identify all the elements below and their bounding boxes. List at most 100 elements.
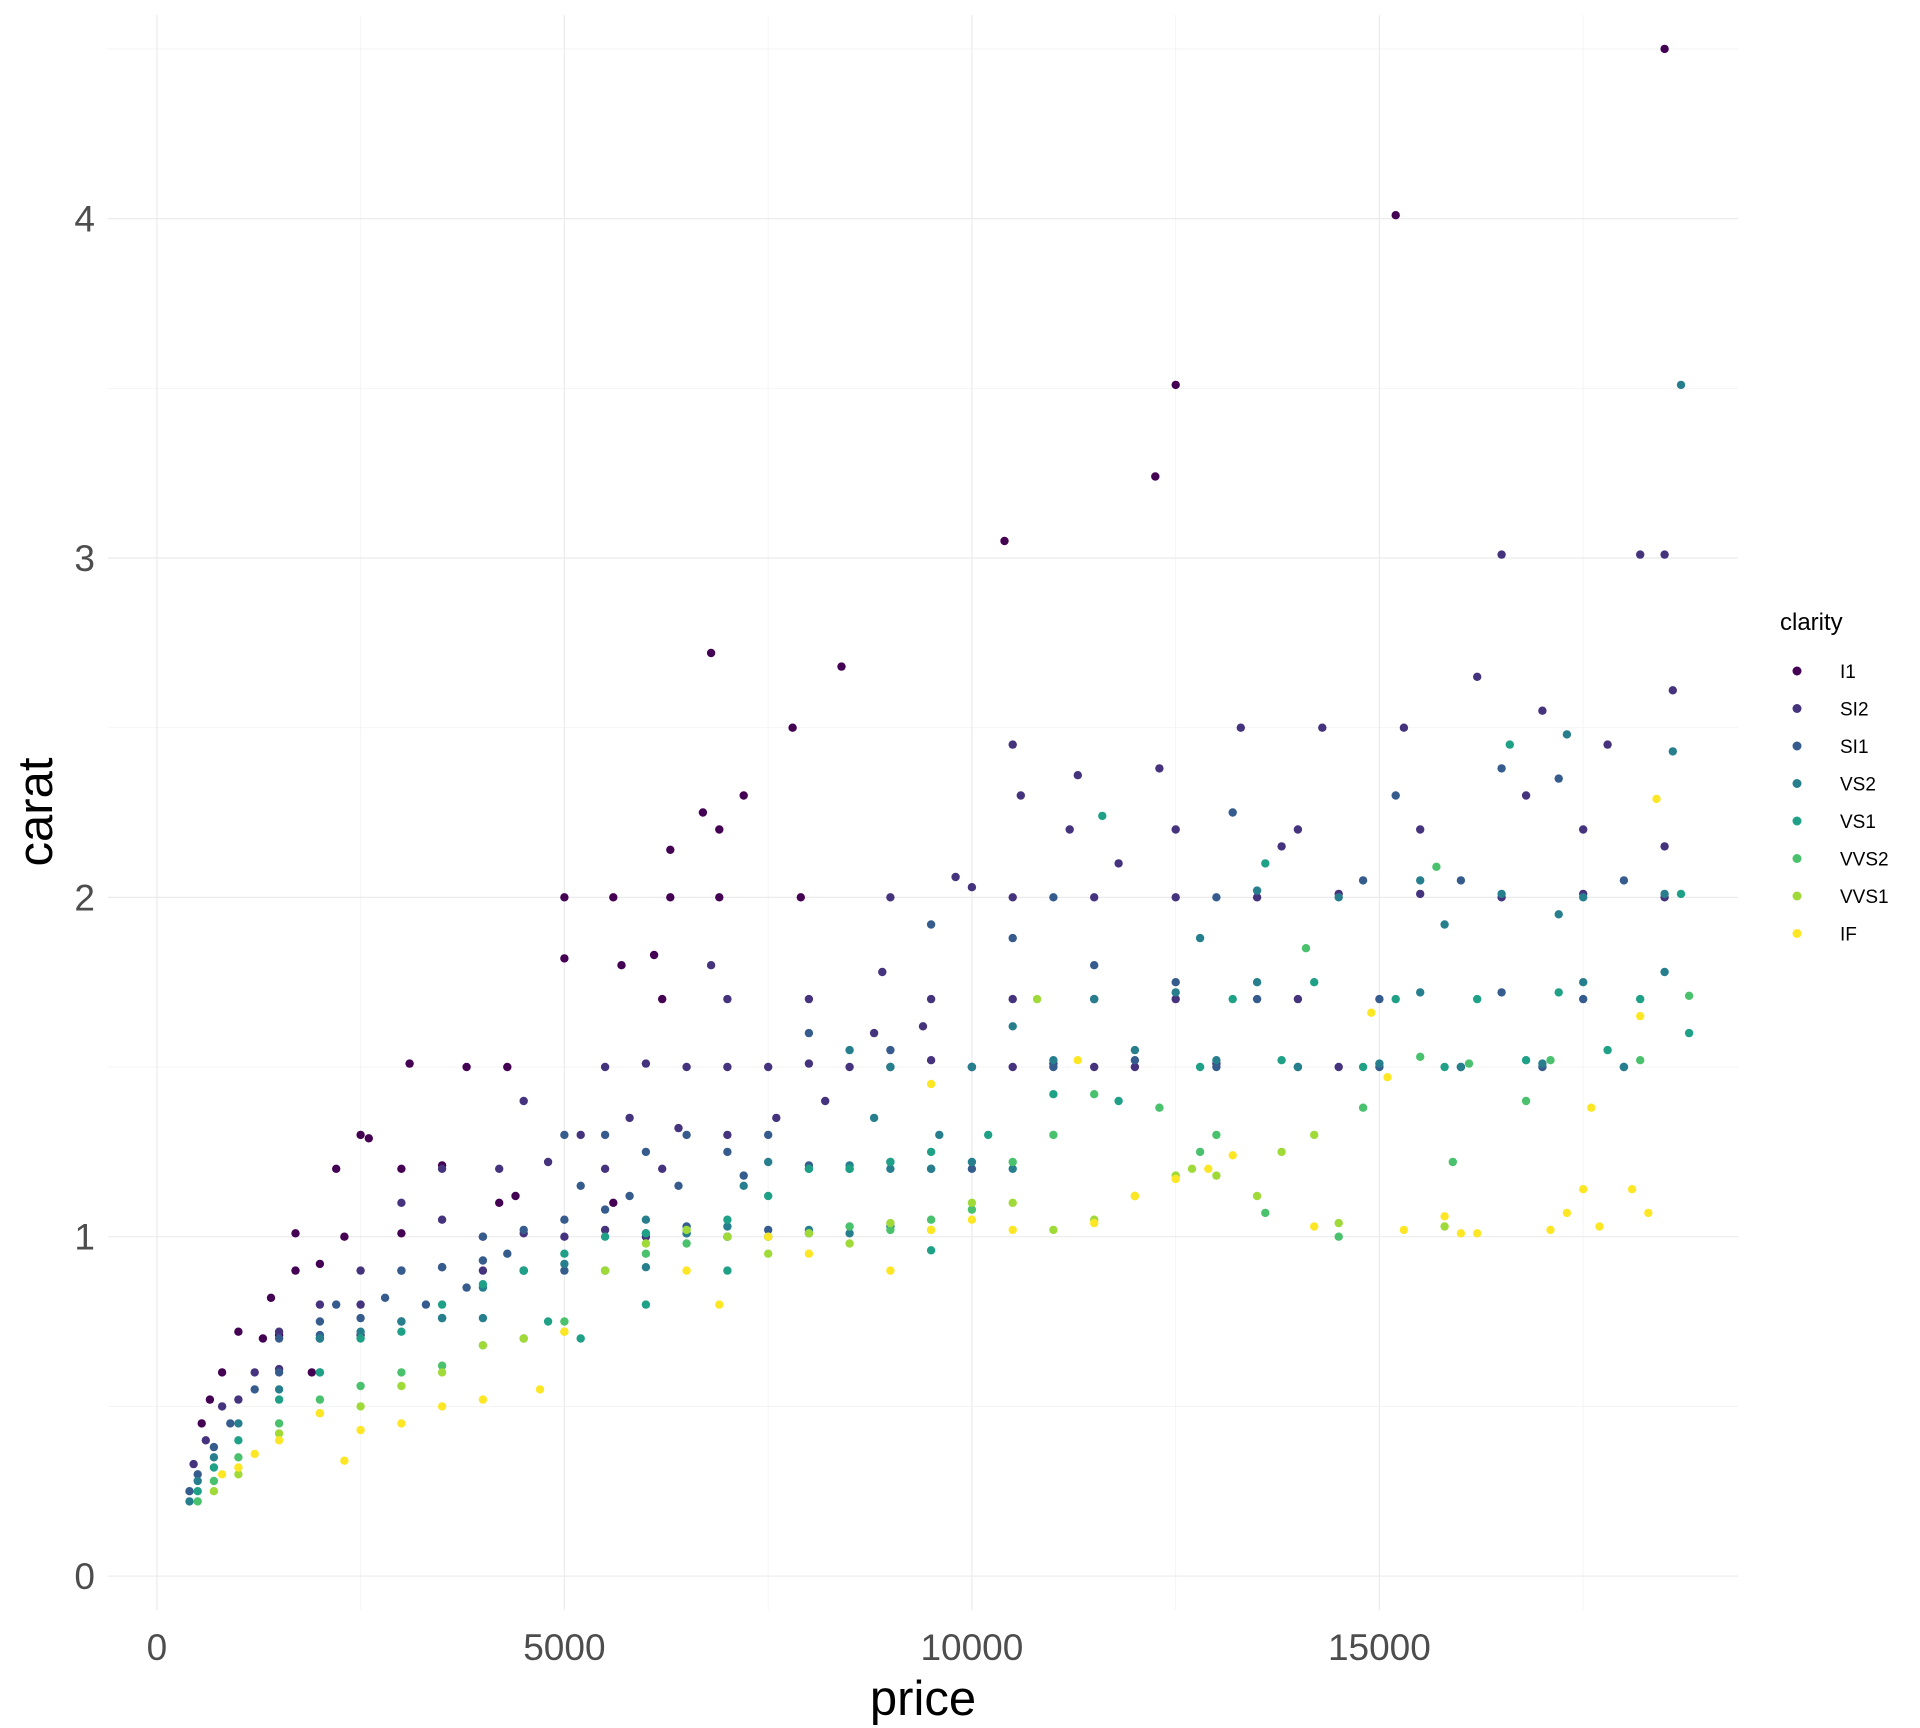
data-point	[332, 1300, 341, 1309]
data-point	[397, 1368, 406, 1377]
data-point	[234, 1436, 243, 1445]
data-point	[1391, 211, 1400, 220]
data-point	[1155, 764, 1164, 773]
data-point	[217, 1470, 227, 1479]
y-tick-label: 0	[74, 1556, 95, 1597]
data-point	[291, 1266, 300, 1275]
data-point	[682, 1239, 691, 1248]
data-point	[340, 1232, 349, 1241]
data-point	[209, 1487, 219, 1496]
data-point	[764, 1249, 773, 1258]
data-point	[519, 1225, 528, 1235]
legend-item-vs2: VS2	[1792, 775, 1876, 796]
data-point	[886, 893, 895, 902]
data-point	[1416, 1052, 1425, 1062]
data-point	[560, 1266, 569, 1275]
legend-label: I1	[1840, 662, 1856, 683]
data-point	[478, 1280, 488, 1289]
legend-swatch	[1792, 666, 1802, 676]
data-point	[641, 1249, 651, 1258]
data-point	[967, 1062, 977, 1072]
data-point	[609, 893, 618, 902]
data-point	[315, 1317, 325, 1326]
data-point	[1334, 1062, 1343, 1072]
data-point	[715, 893, 724, 902]
data-point	[356, 1130, 365, 1140]
data-point	[723, 1266, 732, 1275]
data-point	[356, 1381, 365, 1391]
data-point	[1644, 1208, 1653, 1218]
legend-label: VVS1	[1840, 887, 1889, 908]
data-point	[1554, 910, 1563, 919]
data-point	[1090, 994, 1099, 1004]
data-point	[1000, 536, 1009, 546]
data-point	[1008, 1225, 1017, 1235]
data-point	[1375, 1059, 1384, 1068]
series-vs1	[193, 740, 1694, 1496]
series-vvs2	[193, 862, 1694, 1506]
data-point	[1497, 889, 1506, 899]
data-point	[600, 1164, 610, 1174]
data-point	[1375, 994, 1384, 1004]
data-point	[926, 1079, 936, 1089]
data-point	[723, 994, 732, 1004]
data-point	[397, 1198, 406, 1208]
data-point	[437, 1215, 447, 1224]
data-point	[1636, 1056, 1645, 1065]
data-point	[189, 1459, 198, 1469]
data-point	[1204, 1164, 1213, 1174]
data-point	[437, 1164, 447, 1174]
data-point	[1521, 1056, 1531, 1065]
data-point	[967, 1205, 977, 1214]
data-point	[666, 893, 675, 902]
data-point	[234, 1327, 243, 1336]
data-point	[1456, 1062, 1466, 1072]
data-point	[739, 1171, 748, 1180]
data-point	[209, 1463, 219, 1472]
data-point	[1636, 550, 1645, 559]
data-point	[1464, 1059, 1474, 1068]
data-point	[576, 1181, 585, 1191]
data-point	[1652, 794, 1661, 804]
data-point	[1505, 740, 1515, 749]
data-point	[682, 1062, 691, 1072]
data-point	[315, 1334, 325, 1343]
data-point	[1358, 876, 1368, 885]
data-point	[217, 1402, 227, 1411]
y-tick-label: 2	[74, 877, 95, 918]
data-point	[1008, 1164, 1017, 1174]
data-point	[1008, 1022, 1017, 1031]
data-point	[1668, 747, 1678, 756]
data-point	[1538, 1059, 1547, 1068]
data-point	[723, 1130, 732, 1140]
legend-item-si2: SI2	[1792, 700, 1869, 721]
series-vvs1	[209, 994, 1449, 1496]
data-point	[274, 1327, 284, 1336]
data-point	[274, 1334, 284, 1343]
data-point	[951, 872, 960, 882]
data-point	[560, 1232, 569, 1241]
data-point	[478, 1266, 488, 1275]
data-point	[804, 1059, 814, 1068]
data-point	[234, 1395, 243, 1404]
data-point	[397, 1419, 406, 1428]
data-point	[1595, 1222, 1604, 1231]
data-point	[1073, 1056, 1083, 1065]
data-point	[397, 1317, 406, 1326]
data-point	[462, 1062, 471, 1072]
data-point	[764, 1157, 773, 1167]
data-point	[226, 1419, 235, 1428]
data-point	[437, 1368, 447, 1377]
data-point	[1261, 859, 1270, 868]
data-point	[649, 950, 659, 960]
data-point	[1212, 1056, 1221, 1065]
data-point	[1171, 978, 1180, 987]
data-point	[1293, 994, 1303, 1004]
data-point	[1277, 842, 1286, 851]
data-point	[1228, 994, 1237, 1004]
data-point	[886, 1225, 895, 1235]
data-point	[1367, 1008, 1376, 1017]
data-point	[1212, 1062, 1221, 1072]
legend-swatch	[1792, 891, 1802, 901]
data-point	[886, 1266, 895, 1275]
